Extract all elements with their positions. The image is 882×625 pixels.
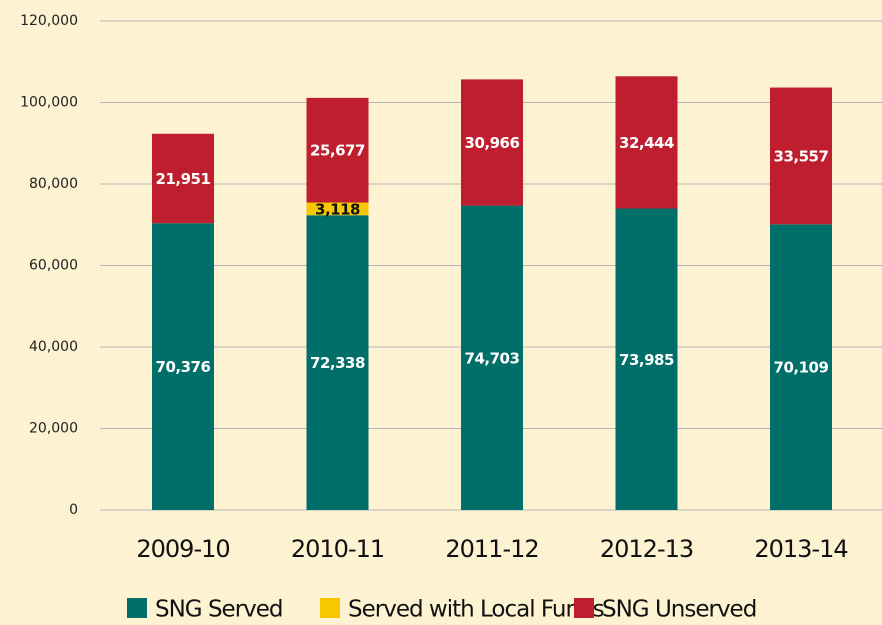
value-label: 33,557 [774,147,829,165]
x-tick-label: 2011-12 [445,535,538,563]
x-tick-label: 2013-14 [754,535,847,563]
value-label: 3,118 [315,200,360,218]
bar-segment [615,76,678,209]
legend-swatch [320,598,340,618]
value-label: 25,677 [310,142,365,160]
y-tick-label: 60,000 [29,258,78,274]
legend-label: SNG Served [155,597,283,623]
value-label: 74,703 [465,349,520,367]
y-tick-label: 40,000 [29,339,78,355]
legend-label: Served with Local Funds [348,597,604,623]
bar-segment [461,205,523,511]
value-label: 72,338 [310,354,365,372]
y-tick-label: 100,000 [20,95,78,111]
x-tick-label: 2012-13 [600,535,693,563]
y-tick-label: 120,000 [20,13,78,29]
value-label: 30,966 [465,134,520,152]
y-tick-label: 20,000 [29,421,78,437]
x-tick-label: 2009-10 [136,535,229,563]
bar-segment [306,97,369,203]
bar-segment [152,133,214,224]
legend-swatch [574,598,594,618]
bar-segment [615,208,678,511]
value-label: 70,109 [774,359,829,377]
value-label: 32,444 [619,134,674,152]
value-label: 70,376 [156,358,211,376]
x-tick-label: 2010-11 [291,535,384,563]
bar-segment [770,87,832,225]
y-tick-label: 80,000 [29,176,78,192]
bar-segment [306,215,369,510]
bar-segment [461,79,523,206]
y-tick-label: 0 [69,502,78,518]
bar-segment [306,202,369,216]
legend-swatch [127,598,147,618]
legend-label: SNG Unserved [602,597,756,623]
value-label: 21,951 [156,170,211,188]
bar-segment [152,223,214,510]
value-label: 73,985 [619,351,674,369]
bar-segment [770,224,832,510]
